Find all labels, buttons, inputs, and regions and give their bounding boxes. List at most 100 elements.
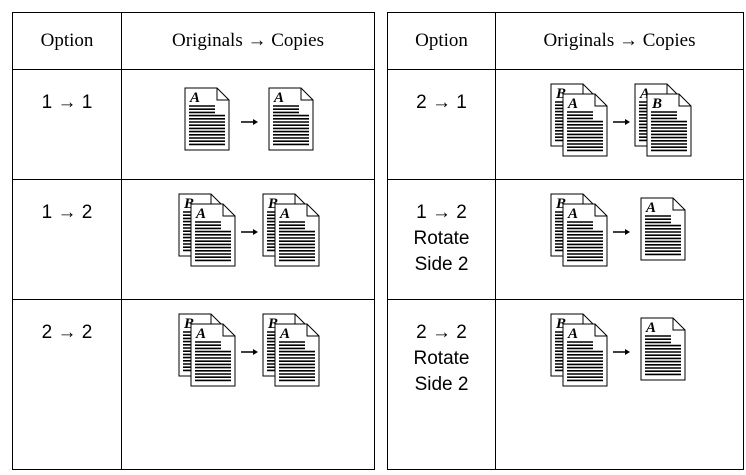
letter-bg	[278, 206, 292, 220]
arrow-head	[253, 229, 258, 235]
page-letter: B	[267, 316, 278, 332]
divider	[374, 179, 388, 300]
arrow-head	[624, 119, 630, 125]
page-icon: A	[268, 87, 314, 151]
page-letter: A	[567, 96, 578, 112]
dog-ear	[306, 324, 319, 337]
arrow-head	[624, 349, 630, 355]
option-cell: 2 → 1	[387, 69, 496, 180]
arrow-head	[624, 229, 630, 235]
dog-ear	[672, 318, 685, 331]
page-letter: B	[183, 316, 194, 332]
divider	[374, 12, 388, 70]
page-letter: A	[195, 206, 206, 222]
page-icon: A	[562, 93, 607, 157]
option-text: 2 → 2	[41, 322, 93, 343]
page-icon: A	[562, 203, 607, 267]
divider	[374, 69, 388, 180]
page-letter: A	[567, 326, 578, 342]
illustration: BA A	[550, 313, 685, 387]
page-letter: B	[267, 196, 278, 212]
dog-ear	[222, 324, 235, 337]
page-letter: B	[555, 196, 566, 212]
page-letter: A	[645, 320, 656, 336]
option-text: Side 2	[414, 374, 469, 395]
letter-bg	[643, 320, 658, 334]
page-icon: B	[646, 93, 691, 157]
arrow-head	[253, 119, 258, 125]
page-letter: B	[555, 86, 566, 102]
page-letter: A	[189, 90, 200, 106]
page-letter: A	[645, 200, 656, 216]
letter-bg	[643, 200, 658, 214]
header-cell: Originals → Copies	[121, 12, 375, 70]
letter-bg	[194, 326, 208, 340]
page-icon: A	[640, 197, 685, 261]
letter-bg	[565, 326, 580, 340]
option-text: Side 2	[414, 254, 469, 275]
dog-ear	[306, 204, 319, 217]
option-text: 1 → 1	[41, 92, 93, 113]
page-letter: B	[555, 316, 566, 332]
page-icon: A	[274, 203, 320, 267]
option-cell: 1 → 1	[12, 69, 122, 180]
arrow-head	[253, 349, 258, 355]
divider	[374, 299, 388, 470]
page-letter: A	[273, 90, 284, 106]
letter-bg	[278, 326, 292, 340]
page-icon: A	[274, 323, 320, 387]
letter-bg	[565, 96, 580, 110]
option-cell: 2 → 2	[12, 299, 122, 470]
page-letter: B	[183, 196, 194, 212]
option-text: Rotate	[413, 348, 470, 369]
page-letter: A	[639, 86, 650, 102]
header-cell: Option	[12, 12, 122, 70]
option-text: 2 → 2	[416, 322, 467, 343]
page-icon: A	[190, 203, 236, 267]
header-cell: Option	[387, 12, 496, 70]
option-text: 1 → 2	[416, 202, 467, 223]
letter-bg	[565, 206, 580, 220]
header-row: Option Originals → Copies Option Originals …	[12, 12, 744, 70]
page-icon: A	[184, 87, 230, 151]
dog-ear	[678, 94, 691, 107]
option-text: 2 → 1	[416, 92, 467, 113]
page-letter: A	[279, 326, 290, 342]
dog-ear	[594, 94, 607, 107]
page-letter: A	[567, 206, 578, 222]
dog-ear	[216, 88, 229, 101]
letter-bg	[272, 90, 286, 104]
dog-ear	[222, 204, 235, 217]
page-icon: A	[640, 317, 685, 381]
letter-bg	[188, 90, 202, 104]
page-icon: A	[562, 323, 607, 387]
dog-ear	[672, 198, 685, 211]
page-letter: A	[279, 206, 290, 222]
dog-ear	[594, 324, 607, 337]
page-letter: A	[195, 326, 206, 342]
page-letter: B	[651, 96, 662, 112]
page-icon: A	[190, 323, 236, 387]
option-text: 1 → 2	[41, 202, 93, 223]
option-cell: 1 → 2 Rotate Side 2	[387, 179, 496, 300]
letter-bg	[194, 206, 208, 220]
header-cell: Originals → Copies	[495, 12, 744, 70]
option-cell: 2 → 2 Rotate Side 2	[387, 299, 496, 470]
illustration: BA A	[550, 193, 685, 267]
dog-ear	[300, 88, 313, 101]
option-text: Rotate	[413, 228, 470, 249]
dog-ear	[594, 204, 607, 217]
letter-bg	[649, 96, 664, 110]
